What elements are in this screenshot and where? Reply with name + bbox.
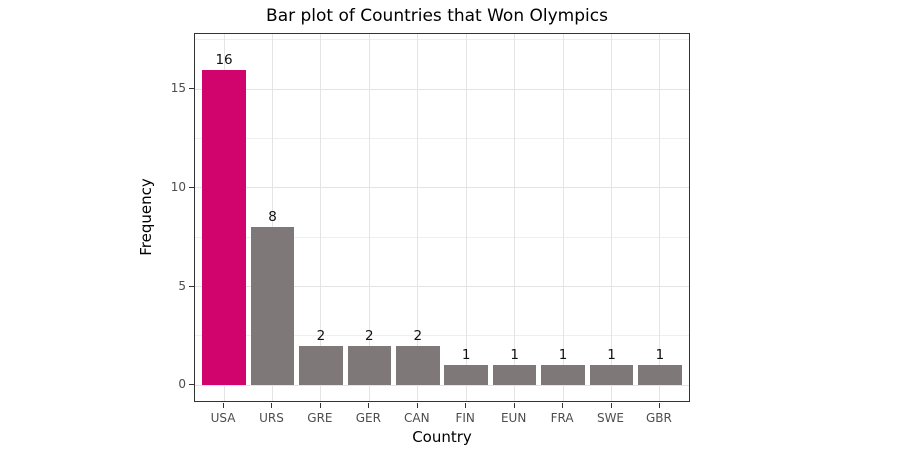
bar-value-label: 16 <box>215 51 233 68</box>
x-tick-label-gbr: GBR <box>646 411 672 425</box>
major-gridline-vertical <box>368 34 370 401</box>
bar-value-label: 2 <box>316 327 326 344</box>
minor-gridline-horizontal <box>195 335 689 337</box>
bar-value-label: 1 <box>607 347 616 364</box>
x-tick-label-fin: FIN <box>455 411 475 425</box>
x-tick-mark <box>416 403 418 408</box>
y-tick-label: 15 <box>170 81 186 96</box>
y-tick-mark <box>189 186 194 188</box>
bar-value-label: 1 <box>510 347 519 364</box>
y-tick-mark <box>189 88 194 90</box>
bar-urs <box>250 227 295 386</box>
bar-value-label: 8 <box>268 209 277 226</box>
x-tick-label-urs: URS <box>259 411 284 425</box>
bar-value-label: 2 <box>365 327 374 344</box>
x-tick-label-eun: EUN <box>500 411 527 425</box>
major-gridline-vertical <box>320 34 322 401</box>
y-tick-mark <box>189 285 194 287</box>
bar-usa <box>202 69 246 386</box>
bar-value-label: 1 <box>655 347 665 364</box>
bar-value-label: 1 <box>461 347 471 364</box>
bar-gre <box>299 345 343 386</box>
y-tick-mark <box>189 384 194 386</box>
x-tick-mark <box>223 403 225 408</box>
minor-gridline-horizontal <box>195 39 689 41</box>
bar-swe <box>589 365 634 386</box>
x-tick-label-gre: GRE <box>307 411 333 425</box>
major-gridline-horizontal <box>195 384 689 386</box>
x-tick-mark <box>658 403 660 408</box>
bar-eun <box>492 365 537 386</box>
y-tick-label: 5 <box>178 278 186 293</box>
y-tick-label: 10 <box>170 179 186 194</box>
bar-fra <box>541 365 585 386</box>
bar-gbr <box>638 365 682 386</box>
major-gridline-vertical <box>417 34 419 401</box>
x-tick-label-can: CAN <box>403 411 430 425</box>
major-gridline-vertical <box>465 34 467 401</box>
bar-ger <box>347 345 392 386</box>
x-tick-mark <box>271 403 273 408</box>
bar-value-label: 1 <box>558 347 568 364</box>
y-tick-label: 0 <box>178 377 186 392</box>
x-tick-label-fra: FRA <box>550 411 574 425</box>
x-tick-label-ger: GER <box>355 411 381 425</box>
plot-panel: 16 8 2 2 2 1 1 1 1 1 <box>194 33 690 402</box>
x-tick-mark <box>465 403 467 408</box>
major-gridline-horizontal <box>195 286 689 288</box>
x-axis-title: Country <box>412 428 472 446</box>
x-tick-mark <box>513 403 515 408</box>
major-gridline-horizontal <box>195 88 689 90</box>
major-gridline-vertical <box>659 34 661 401</box>
x-tick-mark <box>610 403 612 408</box>
y-axis-title: Frequency <box>137 178 155 256</box>
x-tick-label-swe: SWE <box>596 411 625 425</box>
minor-gridline-horizontal <box>195 138 689 140</box>
x-tick-mark <box>368 403 370 408</box>
major-gridline-vertical <box>611 34 612 401</box>
major-gridline-vertical <box>271 34 273 401</box>
major-gridline-vertical <box>562 34 564 401</box>
bar-fin <box>444 365 488 386</box>
major-gridline-vertical <box>514 34 516 401</box>
x-tick-mark <box>562 403 564 408</box>
bar-value-label: 2 <box>413 327 423 344</box>
x-tick-mark <box>319 403 321 408</box>
bar-can <box>395 345 440 386</box>
minor-gridline-horizontal <box>195 236 689 238</box>
chart-title: Bar plot of Countries that Won Olympics <box>266 6 608 26</box>
x-tick-label-usa: USA <box>210 411 236 425</box>
major-gridline-horizontal <box>195 187 689 189</box>
